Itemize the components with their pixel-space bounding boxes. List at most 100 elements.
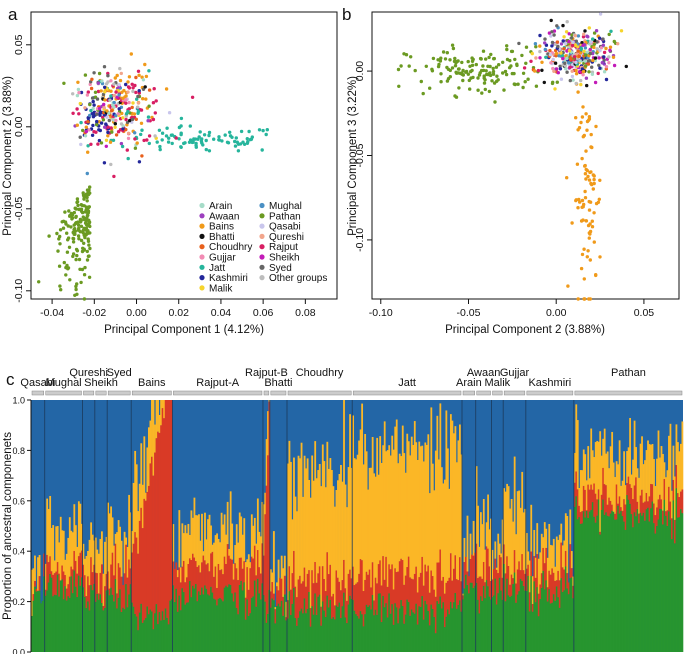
bar-segment-green [443,627,446,652]
panel-b-point [456,59,460,63]
bar-segment-red [626,483,628,496]
panel-b-point [482,81,487,85]
bar-segment-red [522,570,525,587]
bar-segment-green [657,519,660,652]
panel-b-point [492,81,497,85]
bar-segment-yellow [600,455,603,495]
panel-b-point [549,18,553,23]
bar-segment-yellow [116,532,118,594]
bar-segment-red [415,566,418,604]
panel-b-point [587,26,591,30]
bar-segment-green [97,599,100,652]
panel-a-point [126,90,130,94]
bar-segment-yellow [618,440,621,497]
panel-a-point [137,73,141,78]
bar-segment-red [110,564,112,588]
legend-swatch [199,254,205,260]
panel-b-point [588,47,592,52]
bar-segment-red [108,588,111,596]
bar-segment-green [358,618,361,652]
panel-a-point [66,224,70,228]
panel-b-point [520,53,524,58]
bar-segment-yellow [225,534,228,564]
bar-segment-red [490,581,492,600]
bar-segment-red [291,573,294,604]
bar-segment-red [492,569,495,596]
bar-segment-red [572,585,575,599]
panel-a-point [158,144,162,149]
panel-b-point [578,51,583,55]
legend-swatch [199,233,205,239]
bar-segment-green [355,614,357,652]
bar-segment-yellow [367,489,370,575]
bar-segment-yellow [647,440,649,502]
group-label: Gujjar [500,367,530,379]
bar-segment-red [282,596,285,616]
bar-segment-yellow [608,468,611,498]
bar-segment-yellow [34,555,36,581]
bar-segment-yellow [478,546,481,577]
bar-segment-red [570,568,573,578]
bar-segment-red [452,568,455,603]
legend-label: Malik [209,283,233,294]
bar-segment-yellow [79,503,82,553]
bar-segment-red [587,484,590,518]
panel-b-point [481,64,485,68]
bar-segment-red [482,561,485,586]
panel-a-point [58,228,63,232]
legend-swatch [199,285,205,291]
panel-b-point [570,74,575,79]
group-bracket [31,390,44,396]
bar-segment-yellow [522,512,525,571]
group-label: Bains [138,377,166,389]
bar-segment-green [315,615,318,652]
panel-b-point [584,76,589,80]
bar-segment-red [235,568,238,608]
panel-b-point [593,80,598,85]
panel-c-bars [30,400,684,652]
bar-segment-green [155,604,158,652]
bar-segment-red [560,542,563,579]
bar-segment-yellow [596,440,599,500]
panel-a-point [91,123,95,128]
bar-segment-red [451,580,454,609]
bar-segment-yellow [528,560,531,593]
group-label: Pathan [611,367,646,379]
panel-a-point [179,131,183,135]
panel-b-point [543,41,547,45]
bar-segment-red [220,569,223,600]
panel-a-point [158,147,162,152]
bar-segment-green [217,598,220,652]
panel-a-point [84,125,89,129]
bar-segment-yellow [521,471,524,555]
bar-segment-yellow [344,484,347,589]
bar-segment-yellow [207,519,209,564]
bar-segment-yellow [527,551,530,565]
bar-segment-red [226,544,229,588]
bar-segment-yellow [343,400,345,560]
panel-b-point [602,50,607,55]
panel-a-point [71,236,75,241]
bar-segment-green [243,582,246,652]
panel-b-point [534,84,539,88]
bar-segment-red [208,571,211,596]
bar-segment-green [401,606,404,652]
panel-b-point [409,55,413,59]
panel-a-point [194,143,198,148]
bar-segment-yellow [55,526,58,572]
panel-b-point [570,62,575,67]
panel-a-point [65,250,70,254]
panel-b-point [483,87,487,92]
panel-b-point [580,67,585,71]
panel-a-point [103,98,107,102]
bar-segment-green [53,594,56,652]
panel-a-point [197,135,201,139]
bar-segment-green [166,617,169,652]
bar-segment-green [433,617,436,652]
bar-segment-yellow [71,532,74,570]
bar-segment-yellow [677,442,679,494]
bar-segment-green [128,594,130,652]
bar-segment-green [185,602,188,652]
bar-segment-yellow [182,533,185,561]
bar-segment-green [56,574,59,652]
